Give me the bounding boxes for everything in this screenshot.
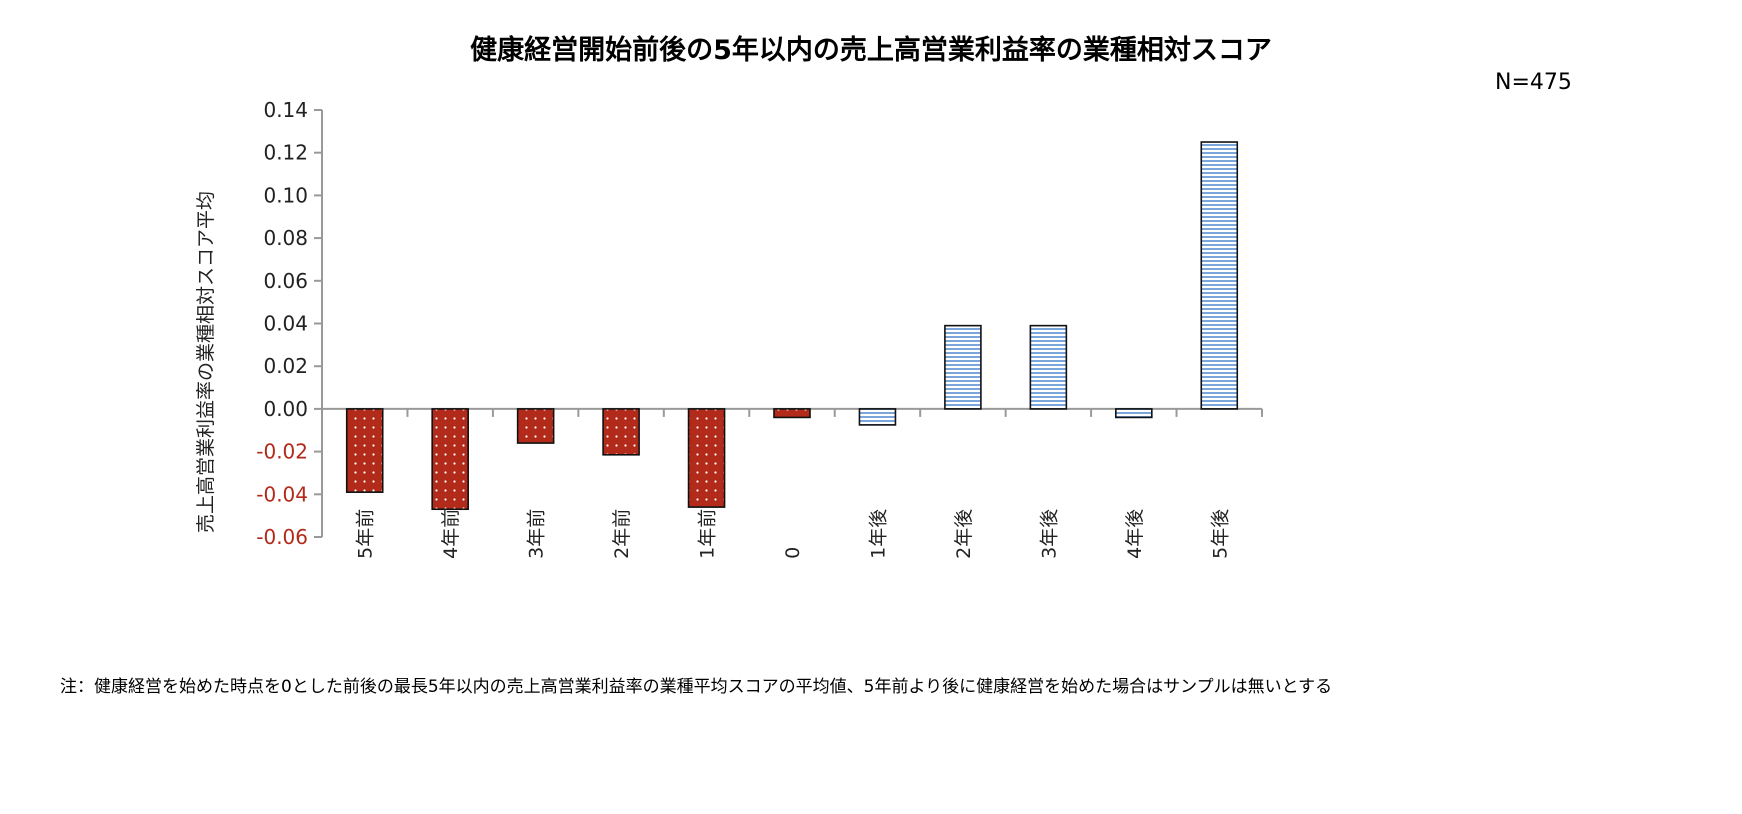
- x-tick-label: 5年後: [1209, 509, 1231, 559]
- bar-4年後: [1115, 408, 1153, 419]
- bar-2年前: [602, 408, 640, 456]
- y-tick-label: 0.02: [263, 354, 308, 378]
- y-tick-label: -0.04: [256, 482, 308, 506]
- bar-4年前: [431, 408, 469, 511]
- x-tick-label: 2年後: [953, 509, 975, 559]
- bar-3年前: [516, 408, 555, 444]
- chart-footnote: 注：健康経営を始めた時点を0とした前後の最長5年以内の売上高営業利益率の業種平均…: [60, 677, 1333, 697]
- y-tick-label: 0.08: [263, 226, 308, 250]
- bar-5年後: [1200, 141, 1239, 410]
- x-tick-label: 1年後: [867, 509, 889, 559]
- x-tick-label: 0: [782, 547, 804, 559]
- x-tick-label: 4年前: [440, 509, 462, 559]
- y-tick-label: 0.10: [263, 183, 308, 207]
- bar-1年後: [858, 408, 897, 426]
- y-tick-label: 0.12: [263, 141, 308, 165]
- x-tick-label: 2年前: [611, 509, 633, 559]
- bar-5年前: [345, 408, 384, 493]
- y-tick-label: -0.06: [256, 525, 308, 549]
- y-tick-label: -0.02: [256, 440, 308, 464]
- bar-0: [773, 408, 811, 419]
- x-tick-label: 3年前: [526, 509, 548, 559]
- x-tick-label: 4年後: [1124, 509, 1146, 559]
- chart-title: 健康経営開始前後の5年以内の売上高営業利益率の業種相対スコア: [470, 35, 1272, 66]
- y-tick-label: 0.14: [263, 98, 308, 122]
- y-tick-label: 0.04: [263, 312, 308, 336]
- x-tick-label: 3年後: [1038, 509, 1060, 559]
- bar-3年後: [1029, 324, 1068, 410]
- y-tick-label: 0.06: [263, 269, 308, 293]
- bar-2年後: [944, 324, 982, 410]
- y-axis-label: 売上高営業利益率の業種相対スコア平均: [195, 191, 217, 533]
- y-tick-label: 0.00: [263, 397, 308, 421]
- x-tick-label: 1年前: [697, 509, 719, 559]
- sample-size-label: N=475: [1495, 70, 1572, 95]
- x-tick-label: 5年前: [355, 509, 377, 559]
- bar-1年前: [687, 408, 726, 508]
